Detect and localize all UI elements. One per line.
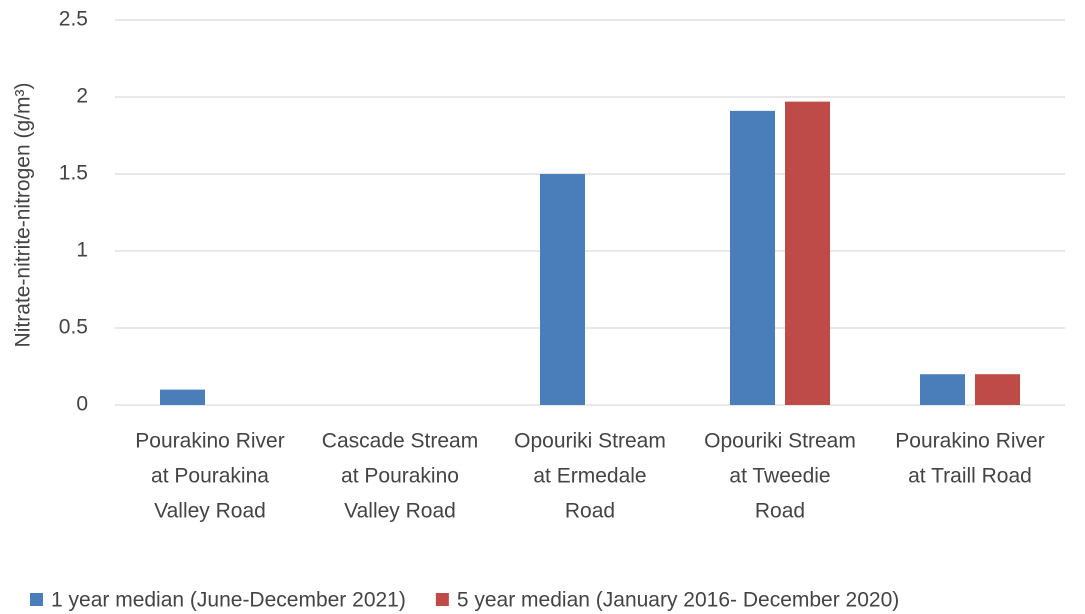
x-tick-label: Opouriki Stream (514, 430, 666, 453)
x-tick-label: Valley Road (344, 500, 456, 523)
x-tick-label: at Pourakino (341, 465, 459, 488)
x-tick-label: Road (565, 500, 615, 523)
x-tick-label: Opouriki Stream (704, 430, 856, 453)
x-tick-label: Road (755, 500, 805, 523)
legend-label: 5 year median (January 2016- December 20… (457, 589, 899, 612)
bar (160, 389, 205, 405)
x-tick-label: at Ermedale (533, 465, 646, 488)
bar (730, 110, 775, 406)
x-tick-label: at Traill Road (908, 465, 1032, 488)
y-tick-label: 2.5 (59, 8, 88, 31)
y-tick-label: 1 (76, 239, 88, 262)
x-tick-label: Cascade Stream (322, 430, 478, 453)
x-tick-label: Valley Road (154, 500, 266, 523)
x-tick-label: at Pourakina (151, 465, 269, 488)
bar (540, 174, 585, 405)
y-tick-label: 0 (76, 393, 88, 416)
legend-label: 1 year median (June-December 2021) (51, 589, 406, 612)
y-tick-label: 0.5 (59, 316, 88, 339)
x-tick-label: Pourakino River (135, 430, 284, 453)
y-tick-label: 2 (76, 85, 88, 108)
legend-swatch (435, 593, 449, 606)
y-axis-title: Nitrate-nitrite-nitrogen (g/m³) (12, 83, 35, 348)
bar (785, 101, 830, 406)
x-tick-label: Pourakino River (895, 430, 1044, 453)
legend-swatch (30, 593, 43, 606)
x-tick-label: at Tweedie (729, 465, 830, 488)
bar (975, 374, 1020, 405)
y-tick-label: 1.5 (59, 162, 88, 185)
bar (920, 374, 965, 405)
